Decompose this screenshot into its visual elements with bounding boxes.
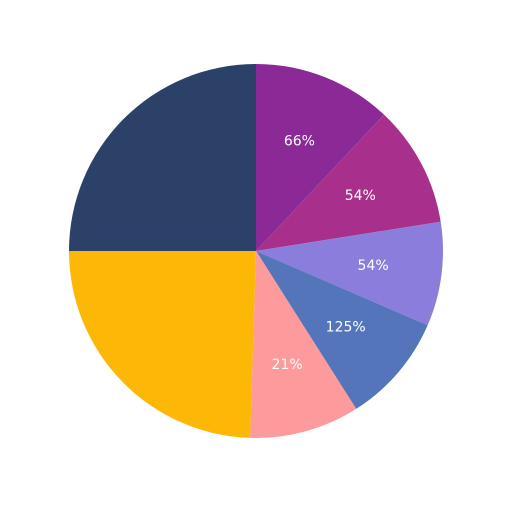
pie-slice-1 (256, 64, 385, 251)
pie-labels: 66% 54% 54% 125% 21% (272, 133, 389, 372)
pie-slice-3 (256, 221, 444, 326)
pie-slices (69, 64, 444, 439)
pie-slice-4 (256, 251, 428, 409)
pie-slice-5 (250, 251, 357, 439)
slice-label-3: 54% (358, 258, 389, 274)
slice-label-4: 125% (326, 320, 366, 336)
pie-slice-2 (256, 114, 441, 252)
pie-slice-6 (69, 251, 256, 438)
pie-slice-7 (69, 64, 256, 251)
slice-label-5: 21% (272, 357, 303, 373)
slice-label-1: 66% (284, 133, 315, 149)
slice-label-2: 54% (345, 188, 376, 204)
